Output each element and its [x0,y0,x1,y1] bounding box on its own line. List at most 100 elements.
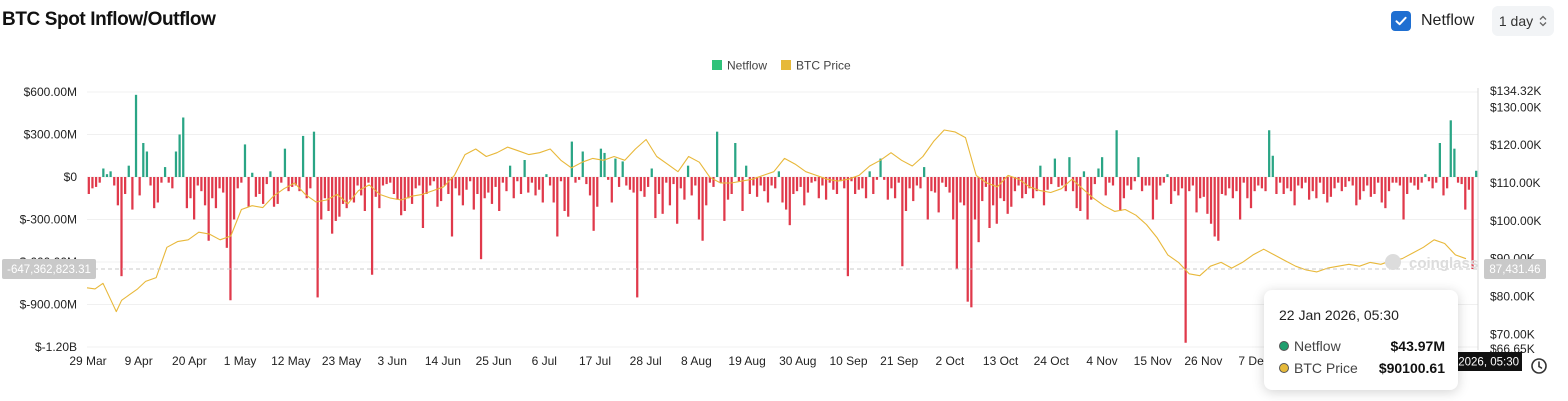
netflow-bar [1075,177,1078,209]
netflow-bar [973,177,977,220]
netflow-bar [650,168,653,177]
netflow-bar [1333,177,1336,189]
netflow-bar [737,177,741,182]
netflow-bar [1337,177,1340,183]
netflow-bar [450,177,454,237]
netflow-bar [251,172,254,177]
coinglass-logo-icon [1385,254,1401,270]
netflow-bar [1104,177,1107,196]
netflow-bar [389,177,392,183]
interval-select[interactable]: 1 day [1492,6,1554,36]
y-left-tick-label-3: $-300.00M [20,213,77,227]
netflow-bar [755,177,759,197]
netflow-bar [1315,177,1318,199]
netflow-bar [1162,177,1165,183]
netflow-bar [291,177,294,187]
netflow-bar [643,177,646,197]
netflow-bar [636,177,639,298]
netflow-bar [999,177,1002,199]
netflow-bar [1271,155,1274,177]
netflow-bar [483,177,486,199]
netflow-bar [766,177,770,203]
netflow-bar [1202,177,1205,197]
netflow-bar [665,177,668,183]
netflow-bar [327,177,330,211]
netflow-bar [1220,177,1224,194]
netflow-bar [614,158,617,177]
netflow-bar [1257,177,1260,186]
netflow-bar [120,177,123,277]
netflow-bar [690,177,693,196]
netflow-bar [1369,177,1372,197]
netflow-bar [726,177,730,200]
netflow-bar [701,177,704,241]
netflow-bar [686,165,690,177]
netflow-bar [1322,177,1325,194]
netflow-bar [654,177,657,219]
netflow-bar [269,171,272,177]
netflow-bar [981,177,984,202]
x-tick-label-3: 1 May [224,354,257,368]
netflow-bar [305,177,308,199]
netflow-bar [930,177,933,192]
netflow-bar [370,177,374,275]
settings-gear-icon[interactable] [1527,354,1551,378]
netflow-bar [1475,170,1478,177]
netflow-bar [962,177,966,206]
netflow-bar [94,177,98,187]
netflow-bar [1126,177,1129,186]
netflow-bar [730,177,733,194]
netflow-bar [628,177,632,190]
netflow-bar [447,177,450,194]
netflow-bar [937,177,940,213]
netflow-bar [1297,177,1300,186]
tooltip-date: 22 Jan 2026, 05:30 [1279,307,1399,323]
netflow-bar [523,160,526,177]
netflow-bar [1155,177,1158,200]
netflow-bar [992,177,995,206]
netflow-bar [864,177,868,199]
netflow-bar [893,177,897,199]
netflow-bar [1206,177,1209,214]
netflow-bar [1133,177,1136,182]
netflow-bar [465,177,468,190]
netflow-bar [621,161,624,177]
netflow-bar [349,177,352,200]
netflow-bar [868,171,871,177]
netflow-bar [276,177,279,204]
netflow-bar [835,177,839,194]
netflow-bar [113,177,116,186]
netflow-bar [105,174,109,177]
netflow-bar [872,177,875,194]
checkbox-checked-icon[interactable] [1391,11,1411,31]
netflow-bar [879,158,882,177]
netflow-bar [458,177,461,196]
netflow-bar [508,165,512,177]
netflow-bar [1242,177,1245,183]
netflow-bar [1387,177,1391,192]
netflow-bar [559,177,563,182]
netflow-bar [712,177,715,187]
netflow-bar [429,177,432,186]
netflow-bar [1082,171,1086,177]
netflow-bar [1311,177,1314,192]
netflow-bar [1035,177,1038,192]
netflow-toggle[interactable]: Netflow [1391,11,1474,31]
page-title: BTC Spot Inflow/Outflow [2,9,216,30]
netflow-bar [661,177,664,214]
netflow-bar [1100,157,1104,177]
x-tick-label-6: 3 Jun [378,354,407,368]
netflow-bar [1119,177,1122,211]
x-tick-label-14: 30 Aug [779,354,816,368]
x-tick-label-15: 10 Sep [829,354,867,368]
netflow-bar [679,177,682,189]
netflow-bar [548,177,552,186]
netflow-bar [1453,148,1456,177]
netflow-bar [705,177,708,206]
netflow-bar [131,177,134,210]
netflow-bar [479,177,483,260]
x-tick-label-7: 14 Jun [425,354,461,368]
netflow-bar [1268,130,1271,177]
netflow-bar [1061,177,1064,186]
